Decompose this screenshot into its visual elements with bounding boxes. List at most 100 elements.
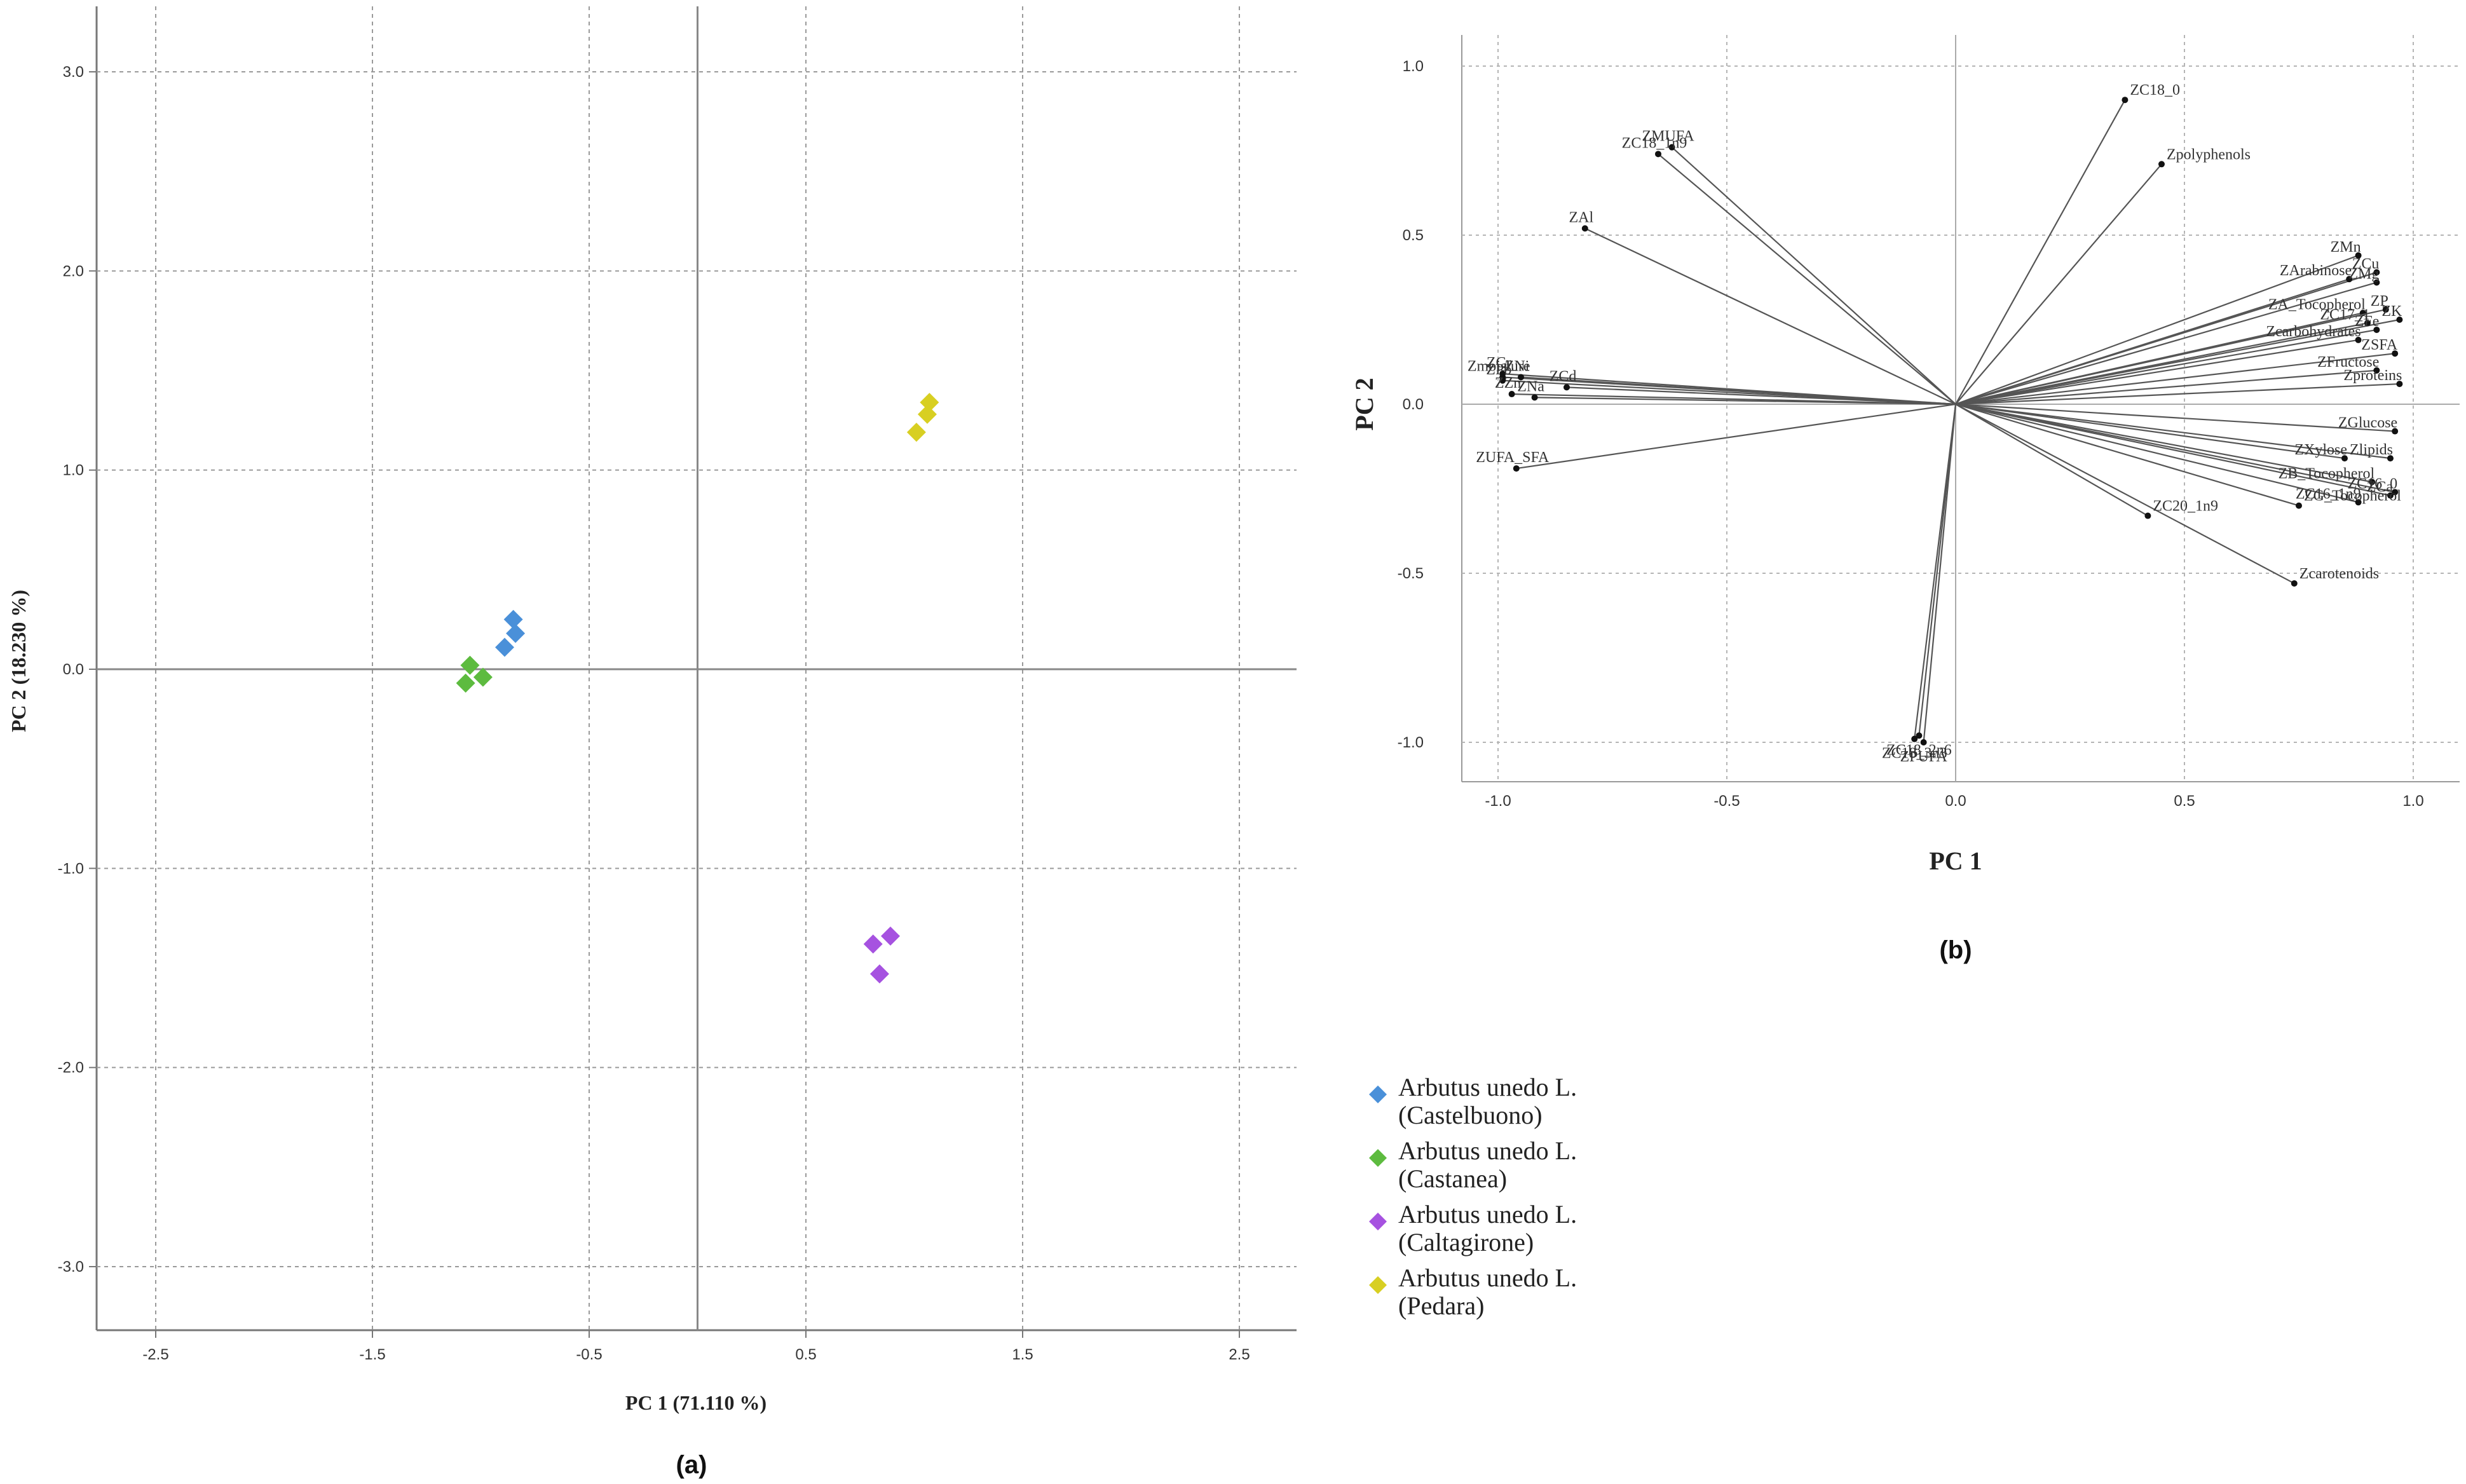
loading-label: ZC17_1 (2320, 306, 2370, 323)
biplot-y-axis-title: PC 2 (1350, 378, 1379, 430)
score-point (917, 404, 937, 424)
loading-vector (1955, 403, 2391, 496)
loading-point (2387, 492, 2394, 499)
score-point (863, 934, 883, 954)
loading-vector (1955, 163, 2162, 405)
y-axis-title: PC 2 (18.230 %) (7, 590, 30, 732)
loading-vector (1671, 146, 1956, 405)
legend-label: Arbutus unedo L. (1398, 1136, 1577, 1165)
pca-loadings-biplot: -1.0 -0.5 0.0 0.5 1.0 1.0 0.5 0.0 -0.5 -1.0 PC 1 PC… (1350, 35, 2460, 964)
loading-point (2387, 455, 2394, 462)
loading-point (1668, 144, 1675, 151)
loading-point (2346, 276, 2353, 283)
loading-label: ZC18_2n6 (1886, 742, 1952, 758)
y-tick-label: 0.0 (63, 661, 84, 678)
loading-label: ZXylose (2294, 442, 2347, 458)
loading-vector (1955, 322, 2368, 405)
loading-point (2396, 381, 2403, 388)
loading-vector (1955, 403, 2299, 507)
loading-label: ZNi (1505, 358, 1530, 374)
loading-point (2373, 279, 2380, 286)
loading-vector (1955, 329, 2377, 405)
loading-label: ZMg (2348, 266, 2379, 282)
panel-label-b: (b) (1939, 936, 1972, 964)
loading-vector (1955, 383, 2400, 405)
loading-vector (1955, 403, 2345, 459)
loading-point (2396, 317, 2403, 323)
loading-label: ZPUFA (1900, 749, 1947, 765)
y-tick-label: -3.0 (58, 1258, 84, 1276)
loading-vector (1923, 404, 1957, 743)
score-point (880, 926, 900, 946)
loading-point (2369, 479, 2376, 486)
loading-point (2382, 306, 2389, 313)
legend-label: Arbutus unedo L. (1398, 1263, 1577, 1292)
loading-label: ZAl (1569, 209, 1593, 226)
loading-point (2355, 499, 2362, 506)
loading-point (1655, 151, 1661, 158)
loading-vector (1955, 404, 2148, 517)
panel-label-a: (a) (676, 1451, 707, 1479)
loading-point (2144, 512, 2151, 519)
y-tick-label: -1.0 (58, 860, 84, 877)
loading-vector (1955, 99, 2126, 405)
loading-point (1499, 371, 1506, 378)
loading-label: ZMn (2331, 239, 2361, 255)
loading-label: ZCd (1550, 368, 1577, 385)
loading-label: ZFructose (2317, 354, 2379, 371)
score-point (503, 609, 523, 629)
loading-vector (1955, 403, 2395, 432)
biplot-y-tick-label: -0.5 (1398, 565, 1424, 582)
legend-marker (1369, 1276, 1387, 1294)
biplot-y-tick-label: -1.0 (1398, 734, 1424, 751)
loading-vector (1955, 278, 2350, 405)
biplot-x-axis-title: PC 1 (1929, 847, 1982, 875)
loading-point (2355, 336, 2362, 343)
x-tick-label: 1.5 (1012, 1346, 1033, 1363)
loading-vector (1955, 403, 2373, 483)
score-point (460, 655, 480, 675)
loading-point (2373, 326, 2380, 333)
loading-vector (1955, 254, 2359, 405)
legend-label: (Castelbuono) (1398, 1101, 1543, 1129)
loading-vector (1516, 403, 1956, 470)
loading-label: Zmoisture (1468, 358, 1530, 374)
loading-point (2373, 269, 2380, 276)
loading-label: ZCr (1487, 355, 1511, 371)
pca-scores-plot: -2.5 -1.5 -0.5 0.5 1.5 2.5 3.0 2.0 1.0 0.0 -1.0 -2.… (7, 6, 1297, 1479)
loading-point (2291, 580, 2298, 587)
loading-label: ZK (2381, 303, 2402, 320)
legend-marker (1369, 1149, 1387, 1167)
x-tick-label: 0.5 (795, 1346, 816, 1363)
loading-point (2355, 252, 2362, 259)
biplot-x-tick-label: -0.5 (1713, 793, 1740, 810)
loading-label: ZB_Tocopherol (2279, 465, 2375, 482)
loading-vector (1914, 404, 1957, 739)
loading-label: ZC16_1n9 (2296, 486, 2361, 502)
loading-label: ZPb (1486, 362, 1511, 378)
biplot-x-tick-label: -1.0 (1485, 793, 1511, 810)
loading-point (1518, 374, 1524, 381)
score-point (920, 393, 939, 412)
loading-point (2296, 502, 2302, 509)
loading-label: Zcarotenoids (2299, 566, 2379, 582)
loading-vector (1955, 403, 2391, 459)
loading-label: ZSFA (2361, 337, 2398, 353)
biplot-x-tick-label: 1.0 (2402, 793, 2423, 810)
y-tick-label: -2.0 (58, 1059, 84, 1077)
loading-label: Zpolyphenols (2167, 146, 2251, 163)
y-tick-label: 3.0 (63, 64, 84, 81)
loading-vector (1534, 397, 1956, 405)
loading-label: Zproteins (2343, 367, 2402, 384)
loading-label: ZNa (1517, 378, 1544, 395)
loading-label: Zcarbohydrates (2266, 323, 2360, 340)
loading-label: ZGlucose (2338, 415, 2397, 432)
x-tick-label: -2.5 (142, 1346, 168, 1363)
loading-point (1916, 732, 1923, 739)
legend-label: (Caltagirone) (1398, 1228, 1534, 1256)
scores-legend: Arbutus unedo L.(Castelbuono)Arbutus une… (1369, 1073, 1577, 1320)
loading-vector (1584, 228, 1956, 405)
score-point (456, 673, 475, 693)
legend-label: Arbutus unedo L. (1398, 1200, 1577, 1229)
legend-label: Arbutus unedo L. (1398, 1073, 1577, 1101)
